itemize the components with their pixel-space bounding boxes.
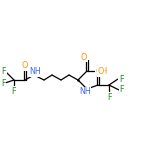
Text: OH: OH — [96, 67, 108, 76]
Text: O: O — [22, 62, 28, 71]
Text: F: F — [119, 74, 123, 83]
Text: F: F — [107, 93, 111, 102]
Text: O: O — [98, 67, 104, 76]
Text: NH: NH — [29, 67, 41, 76]
Text: F: F — [1, 78, 5, 88]
Text: F: F — [120, 85, 124, 95]
Text: NH: NH — [79, 88, 91, 97]
Text: F: F — [2, 67, 6, 76]
Text: O: O — [81, 52, 87, 62]
Text: F: F — [12, 86, 16, 95]
